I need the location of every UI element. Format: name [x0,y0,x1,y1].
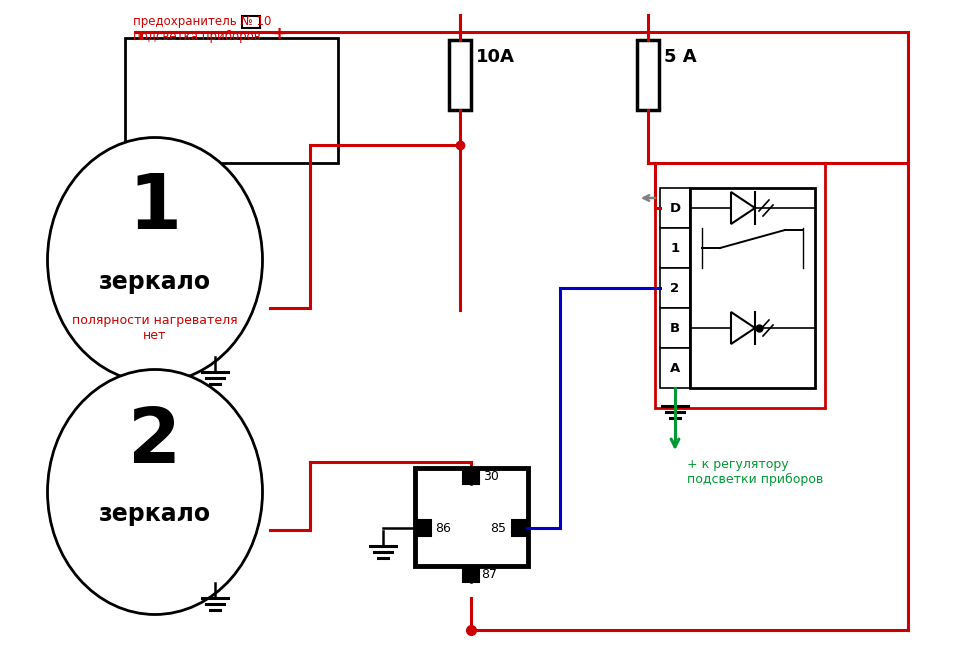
Bar [463,566,479,582]
Bar [660,188,690,228]
Text: A: A [670,362,680,374]
Bar [242,16,260,28]
Text: зеркало: зеркало [99,502,211,526]
Text: 2: 2 [129,405,181,479]
Text: 10А: 10А [476,48,515,66]
Text: полярности нагревателя
нет: полярности нагревателя нет [72,314,238,342]
Bar [415,520,431,536]
Bar [660,228,690,268]
Text: + к регулятору
подсветки приборов: + к регулятору подсветки приборов [687,458,824,486]
Text: D: D [669,202,681,214]
Text: 30: 30 [483,469,499,482]
Text: 1: 1 [129,171,181,245]
Text: зеркало: зеркало [99,270,211,294]
Bar [415,468,528,566]
Text: 85: 85 [490,521,506,534]
Bar [512,520,528,536]
Text: 1: 1 [670,241,680,254]
Text: B: B [670,322,680,335]
Text: 86: 86 [435,521,451,534]
Bar [655,163,825,408]
Text: 87: 87 [481,567,497,581]
Text: 2: 2 [670,281,680,295]
Bar [660,348,690,388]
Bar [660,308,690,348]
Bar [660,268,690,308]
Bar [690,188,815,388]
Text: + от замка
зажигания

предохранитель № 10
подсветка приборов: + от замка зажигания предохранитель № 10… [133,0,272,43]
Bar [125,38,338,163]
Bar [449,40,471,110]
Bar [463,468,479,484]
Ellipse shape [47,138,262,382]
Ellipse shape [47,370,262,614]
Text: +: + [272,25,286,43]
Text: 5 А: 5 А [664,48,697,66]
Bar [637,40,659,110]
